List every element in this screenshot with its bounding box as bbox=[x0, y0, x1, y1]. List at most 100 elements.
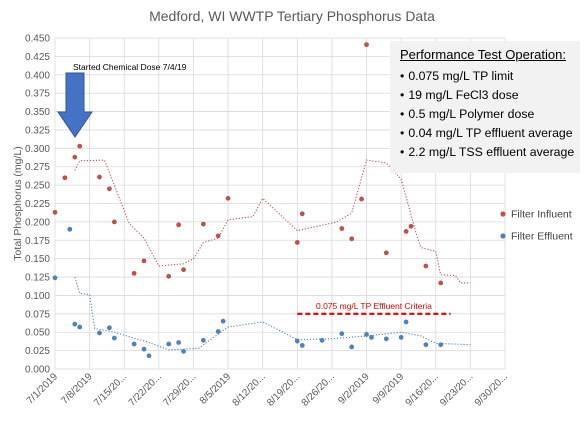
x-tick-label: 8/12/20... bbox=[231, 371, 268, 408]
info-item-text: 19 mg/L FeCl3 dose bbox=[408, 88, 519, 102]
data-point bbox=[299, 343, 305, 348]
x-tick-label: 9/2/2019 bbox=[336, 371, 372, 407]
data-point bbox=[438, 280, 444, 286]
data-point bbox=[383, 250, 389, 256]
x-tick-label: 8/19/20... bbox=[265, 371, 302, 408]
data-point bbox=[294, 240, 300, 245]
y-tick-label: 0.000 bbox=[25, 365, 50, 376]
data-point bbox=[438, 342, 444, 348]
criteria-label: 0.075 mg/L TP Effluent Criteria bbox=[316, 301, 432, 311]
data-point bbox=[166, 341, 172, 347]
chemical-dose-annotation: Started Chemical Dose 7/4/19 bbox=[57, 62, 187, 138]
data-point bbox=[146, 353, 152, 359]
x-tick-label: 9/30/20... bbox=[473, 371, 510, 408]
data-point bbox=[181, 348, 186, 354]
data-point bbox=[299, 211, 305, 217]
performance-info-box: Performance Test Operation: • 0.075 mg/L … bbox=[390, 41, 580, 173]
y-tick-label: 0.150 bbox=[25, 254, 50, 265]
y-tick-label: 0.425 bbox=[25, 52, 50, 63]
x-axis-ticks: 7/1/2019 7/8/20197/15/20...7/22/20...7/29… bbox=[25, 371, 510, 409]
data-point bbox=[359, 196, 364, 202]
criteria-annotation: 0.075 mg/L TP Effluent Criteria bbox=[297, 301, 451, 315]
x-tick-label: 7/8/2019 bbox=[59, 371, 95, 407]
data-point bbox=[215, 233, 221, 239]
bullet-icon: • bbox=[400, 69, 405, 83]
data-point bbox=[349, 236, 355, 242]
x-tick-label: 7/1/2019 bbox=[25, 371, 61, 407]
data-point bbox=[62, 175, 68, 181]
x-tick-label: 7/22/20... bbox=[127, 371, 164, 408]
bullet-icon: • bbox=[400, 88, 405, 102]
data-point bbox=[423, 342, 429, 348]
data-point bbox=[52, 275, 58, 281]
x-tick-label: 9/9/2019 bbox=[371, 371, 407, 407]
data-point bbox=[408, 223, 414, 229]
data-point bbox=[398, 334, 404, 340]
data-point bbox=[403, 319, 409, 325]
info-item: • 0.04 mg/L TP effluent average bbox=[400, 124, 573, 143]
data-point bbox=[176, 222, 182, 228]
trendline bbox=[74, 159, 471, 284]
data-point bbox=[106, 186, 112, 192]
data-point bbox=[215, 329, 221, 334]
info-box-list: • 0.075 mg/L TP limit • 19 mg/L FeCl3 dose… bbox=[400, 67, 574, 162]
data-point bbox=[200, 221, 206, 227]
data-point bbox=[339, 331, 345, 337]
data-point bbox=[97, 174, 102, 180]
data-point bbox=[141, 258, 147, 264]
data-point bbox=[369, 334, 374, 340]
data-point bbox=[141, 346, 147, 352]
data-points bbox=[52, 42, 444, 359]
data-point bbox=[200, 337, 206, 343]
data-point bbox=[77, 143, 83, 149]
legend: Filter Influent Filter Effluent bbox=[500, 209, 573, 243]
data-point bbox=[225, 195, 231, 201]
data-point bbox=[294, 338, 300, 344]
info-item: • 19 mg/L FeCl3 dose bbox=[400, 86, 570, 105]
info-item-text: 2.2 mg/L TSS effluent average bbox=[408, 145, 575, 159]
data-point bbox=[220, 318, 226, 324]
data-point bbox=[176, 340, 182, 345]
y-tick-label: 0.200 bbox=[25, 217, 50, 228]
y-tick-label: 0.275 bbox=[25, 162, 50, 173]
data-point bbox=[131, 341, 137, 347]
y-tick-label: 0.250 bbox=[25, 181, 50, 192]
data-point bbox=[111, 335, 117, 341]
y-axis-ticks: 0.000 0.025 0.050 0.075 0.100 0.125 0.150 0.175… bbox=[25, 34, 50, 376]
data-point bbox=[383, 336, 389, 342]
y-tick-label: 0.175 bbox=[25, 236, 50, 247]
y-tick-label: 0.450 bbox=[25, 34, 50, 45]
y-tick-label: 0.300 bbox=[25, 144, 50, 155]
info-item-text: 0.04 mg/L TP effluent average bbox=[408, 126, 573, 140]
bullet-icon: • bbox=[400, 107, 405, 121]
y-tick-label: 0.075 bbox=[25, 309, 50, 320]
trendlines bbox=[74, 159, 471, 351]
chart-title: Medford, WI WWTP Tertiary Phosphorus Dat… bbox=[149, 8, 435, 24]
legend-label: Filter Effluent bbox=[511, 231, 573, 243]
data-point bbox=[111, 219, 117, 225]
data-point bbox=[349, 344, 355, 350]
y-tick-label: 0.125 bbox=[25, 273, 50, 284]
data-point bbox=[72, 154, 78, 160]
x-tick-label: 7/15/20... bbox=[92, 371, 129, 408]
info-item: • 2.2 mg/L TSS effluent average bbox=[400, 143, 574, 162]
down-arrow-icon bbox=[57, 72, 93, 138]
y-tick-label: 0.050 bbox=[25, 328, 50, 339]
info-box-title: Performance Test Operation: bbox=[400, 47, 566, 62]
x-tick-label: 9/16/20... bbox=[404, 371, 441, 408]
info-item-text: 0.075 mg/L TP limit bbox=[408, 69, 514, 83]
y-tick-label: 0.025 bbox=[25, 346, 50, 357]
data-point bbox=[166, 273, 172, 279]
x-tick-label: 9/23/20... bbox=[438, 371, 475, 408]
x-tick-label: 7/29/20... bbox=[161, 371, 198, 408]
data-point bbox=[67, 226, 73, 232]
data-point bbox=[72, 321, 78, 327]
data-point bbox=[364, 332, 369, 337]
info-item-text: 0.5 mg/L Polymer dose bbox=[408, 107, 535, 121]
data-point bbox=[364, 42, 369, 48]
y-tick-label: 0.325 bbox=[25, 125, 50, 136]
trendline bbox=[74, 276, 471, 351]
legend-marker bbox=[500, 211, 506, 217]
legend-label: Filter Influent bbox=[511, 209, 572, 221]
